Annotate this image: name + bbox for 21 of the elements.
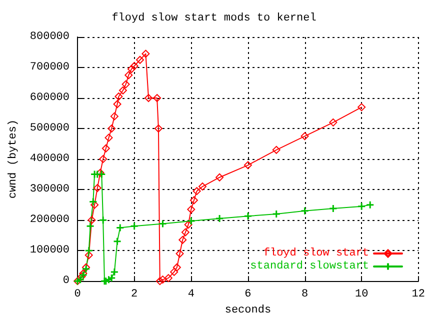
x-tick-label: 4 — [188, 288, 195, 301]
x-axis-title: seconds — [224, 304, 272, 316]
y-tick-label: 400000 — [30, 153, 70, 166]
x-tick-label: 10 — [354, 288, 368, 301]
legend-label: floyd slow start — [263, 248, 369, 260]
x-tick-label: 8 — [301, 288, 308, 301]
y-tick-label: 100000 — [30, 244, 70, 257]
y-tick-label: 500000 — [30, 122, 70, 135]
y-tick-label: 700000 — [30, 62, 70, 74]
chart-title: floyd slow start mods to kernel — [112, 12, 316, 24]
x-tick-label: 12 — [412, 288, 425, 301]
legend-label: standard slowstart — [250, 260, 369, 272]
y-tick-label: 600000 — [30, 92, 70, 104]
y-axis-title: cwnd (bytes) — [8, 119, 20, 199]
x-tick-label: 6 — [244, 288, 252, 301]
x-tick-label: 2 — [131, 288, 138, 301]
y-tick-label: 200000 — [30, 214, 70, 226]
y-tick-label: 0 — [62, 275, 70, 288]
x-tick-label: 0 — [74, 288, 81, 301]
y-tick-label: 300000 — [30, 184, 70, 196]
y-tick-label: 800000 — [30, 31, 70, 43]
